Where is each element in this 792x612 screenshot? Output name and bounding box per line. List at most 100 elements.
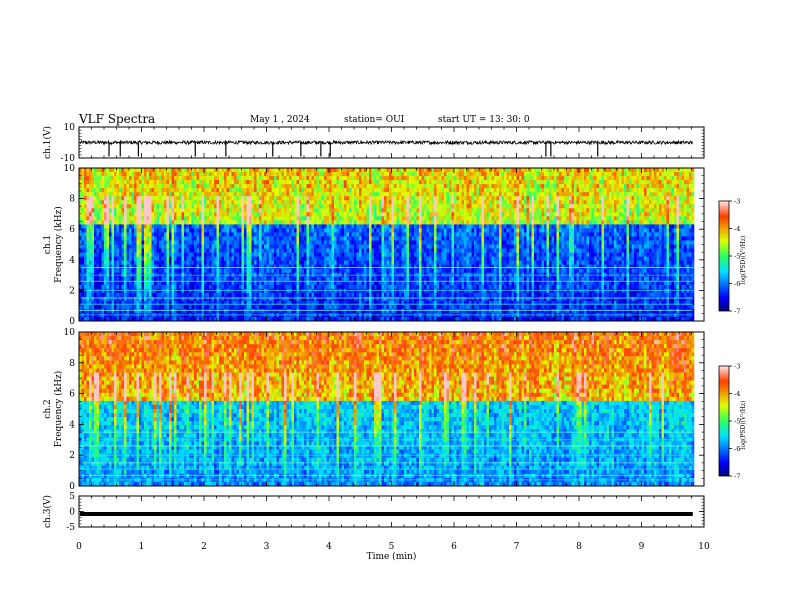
spectrogram-cell (319, 168, 322, 173)
spectrogram-cell (284, 244, 287, 249)
spectrogram-cell (374, 308, 377, 314)
spectrogram-cell (359, 172, 362, 177)
spectrogram-cell (336, 216, 340, 221)
spectrogram-cell (119, 280, 122, 286)
spectrogram-cell (149, 256, 152, 261)
spectrogram-cell (216, 284, 220, 290)
spectrogram-cell (306, 212, 310, 217)
spectrogram-cell (151, 280, 155, 286)
spectrogram-cell (89, 300, 92, 306)
spectrogram-cell (326, 276, 330, 282)
spectrogram-cell (281, 192, 285, 197)
spectrogram-cell (261, 260, 265, 265)
spectrogram-cell (209, 216, 212, 221)
spectrogram-cell (306, 168, 310, 173)
spectrogram-cell (389, 232, 392, 237)
spectrogram-cell (79, 224, 82, 229)
spectrogram-cell (306, 264, 310, 269)
spectrogram-cell (184, 240, 187, 245)
spectrogram-cell (119, 292, 122, 298)
spectrogram-cell (246, 256, 250, 261)
spectrogram-cell (244, 292, 247, 298)
spectrogram-cell (206, 224, 210, 229)
spectrogram-cell (109, 256, 112, 261)
spectrogram-cell (134, 196, 137, 201)
spectrogram-cell (396, 220, 400, 225)
spectrogram-cell (114, 224, 117, 229)
spectrogram-cell (109, 252, 112, 257)
spectrogram-cell (331, 244, 335, 249)
spectrogram-cell (196, 188, 200, 193)
spectrogram-cell (344, 200, 347, 205)
spectrogram-cell (86, 172, 90, 177)
spectrogram-cell (324, 180, 327, 185)
spectrogram-cell (256, 232, 260, 237)
spectrogram-cell (199, 192, 202, 197)
spectrogram-cell (149, 252, 152, 257)
spectrogram-cell (284, 284, 287, 290)
spectrogram-cell (161, 232, 165, 237)
spectrogram-cell (159, 188, 162, 193)
spectrogram-cell (86, 208, 90, 213)
spectrogram-cell (121, 200, 125, 205)
spectrogram-cell (209, 220, 212, 225)
spectrogram-cell (189, 192, 192, 197)
spectrogram-cell (181, 224, 185, 229)
spectrogram-cell (306, 280, 310, 286)
spectrogram-cell (176, 236, 180, 241)
spectrogram-cell (339, 216, 342, 221)
spectrogram-cell (181, 180, 185, 185)
spectrogram-cell (196, 184, 200, 189)
spectrogram-cell (116, 188, 120, 193)
spectrogram-cell (104, 188, 107, 193)
spectrogram-cell (131, 288, 135, 294)
spectrogram-cell (324, 204, 327, 209)
spectrogram-cell (371, 216, 375, 221)
spectrogram-cell (376, 236, 380, 241)
spectrogram-cell (204, 236, 207, 241)
spectrogram-cell (346, 232, 350, 237)
spectrogram-cell (386, 228, 390, 233)
spectrogram-cell (251, 236, 255, 241)
spectrogram-cell (384, 228, 387, 233)
spectrogram-cell (359, 260, 362, 265)
spectrogram-cell (151, 244, 155, 249)
spectrogram-cell (391, 288, 395, 294)
spectrogram-cell (336, 212, 340, 217)
spectrogram-cell (374, 184, 377, 189)
spectrogram-cell (279, 317, 282, 322)
spectrogram-cell (171, 300, 175, 306)
spectrogram-cell (199, 292, 202, 298)
spectrogram-cell (306, 192, 310, 197)
spectrogram-cell (99, 228, 102, 233)
spectrogram-cell (376, 192, 380, 197)
spectrogram-cell (226, 260, 230, 265)
spectrogram-cell (289, 296, 292, 302)
spectrogram-cell (349, 248, 352, 253)
spectrogram-cell (234, 196, 237, 201)
spectrogram-cell (116, 176, 120, 181)
spectrogram-cell (394, 200, 397, 205)
spectrogram-cell (216, 192, 220, 197)
spectrogram-cell (261, 188, 265, 193)
spectrogram-cell (189, 208, 192, 213)
spectrogram-cell (386, 260, 390, 265)
spectrogram-cell (109, 192, 112, 197)
spectrogram-cell (271, 308, 275, 314)
spectrogram-cell (124, 220, 127, 225)
spectrogram-cell (291, 204, 295, 209)
spectrogram-cell (169, 268, 172, 274)
spectrogram-cell (179, 284, 182, 290)
spectrogram-cell (84, 188, 87, 193)
spectrogram-cell (256, 244, 260, 249)
spectrogram-cell (266, 288, 270, 294)
spectrogram-cell (251, 240, 255, 245)
spectrogram-cell (236, 208, 240, 213)
spectrogram-cell (161, 308, 165, 314)
spectrogram-cell (121, 276, 125, 282)
spectrogram-cell (99, 296, 102, 302)
spectrogram-cell (84, 317, 87, 322)
spectrogram-cell (89, 244, 92, 249)
spectrogram-cell (271, 252, 275, 257)
spectrogram-cell (221, 196, 225, 201)
